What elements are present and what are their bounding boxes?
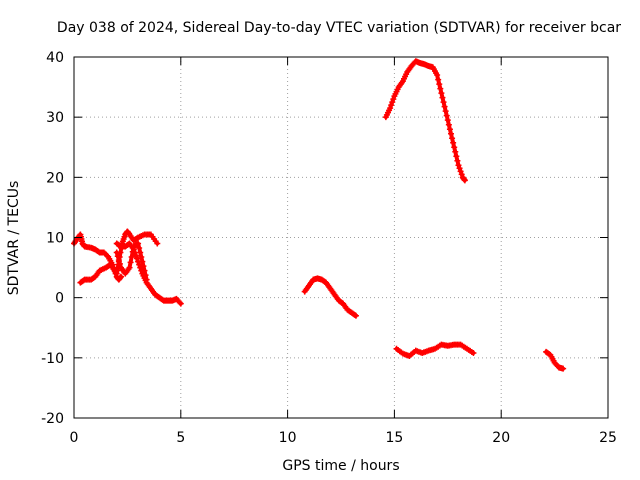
data-point-interp [454,157,461,164]
data-point [154,240,161,247]
data-point [470,350,477,357]
x-tick-label: 15 [385,430,403,446]
data-point-interp [449,135,456,142]
data-point-interp [127,259,134,266]
data-point [135,240,142,247]
data-point [438,90,445,97]
data-point-interp [440,99,447,106]
data-point-interp [452,148,459,155]
series-arc-7 [393,341,477,360]
data-point-interp [450,139,457,146]
x-axis-label: GPS time / hours [282,458,399,474]
series-arc-5 [301,275,359,319]
series-arc-2 [77,228,161,286]
data-point [387,105,394,112]
data-point [461,177,468,184]
data-point-interp [388,102,395,109]
data-point-interp [129,248,136,255]
data-point [446,126,453,133]
data-point-interp [134,241,141,248]
series-arc-8 [543,348,567,372]
data-point-interp [445,121,452,128]
data-point-interp [456,165,463,172]
data-point [126,264,133,271]
data-point-interp [104,252,111,259]
data-point [117,273,124,280]
series-arc-4 [113,240,150,283]
data-point-interp [435,76,442,83]
data-point-interp [458,171,465,178]
data-point-interp [140,263,147,270]
data-point [442,108,449,115]
data-point-interp [453,153,460,160]
y-tick-label: 40 [46,50,64,66]
x-tick-label: 10 [279,430,297,446]
data-point-interp [116,260,123,267]
data-point-interp [136,245,143,252]
data-point-interp [176,299,183,306]
data-point [455,162,462,169]
data-point-interp [128,254,135,261]
data-point-interp [457,168,464,175]
y-tick-label: -20 [41,411,64,427]
y-tick-label: 30 [46,110,64,126]
data-point-interp [437,85,444,92]
y-tick-label: -10 [41,351,64,367]
axis-ticks: 0 5 10 15 20 25 -20 -10 0 10 20 30 40 [41,50,617,446]
data-point-interp [138,254,145,261]
data-point-interp [448,130,455,137]
data-point [139,258,146,265]
data-point-interp [115,257,122,264]
data-point [177,300,184,307]
y-axis-label: SDTVAR / TECUs [6,181,22,296]
data-point-interp [134,255,141,262]
data-point-interp [114,253,121,260]
data-point-interp [142,272,149,279]
data-point-interp [444,117,451,124]
data-point-interp [439,94,446,101]
data-point [560,365,567,372]
x-tick-label: 25 [599,430,617,446]
data-points [71,58,567,372]
data-point-interp [443,112,450,119]
data-point [434,72,441,79]
y-tick-label: 0 [55,291,64,307]
data-point [143,276,150,283]
data-point-interp [390,96,397,103]
y-tick-label: 20 [46,170,64,186]
data-point [352,312,359,319]
grid [74,57,608,418]
data-point-interp [436,81,443,88]
x-tick-label: 0 [70,430,79,446]
x-tick-label: 5 [176,430,185,446]
x-tick-label: 20 [492,430,510,446]
data-point-interp [137,249,144,256]
y-tick-label: 10 [46,231,64,247]
data-point-interp [441,103,448,110]
data-point [113,249,120,256]
series-arc-6 [382,58,468,184]
series-arc-3 [113,240,184,307]
data-point-interp [141,267,148,274]
data-point [451,144,458,151]
chart-title: Day 038 of 2024, Sidereal Day-to-day VTE… [57,20,621,36]
data-point-interp [351,311,358,318]
data-point-interp [389,99,396,106]
